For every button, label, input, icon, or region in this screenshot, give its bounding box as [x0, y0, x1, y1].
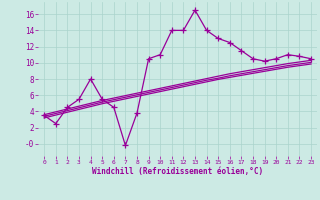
X-axis label: Windchill (Refroidissement éolien,°C): Windchill (Refroidissement éolien,°C): [92, 167, 263, 176]
